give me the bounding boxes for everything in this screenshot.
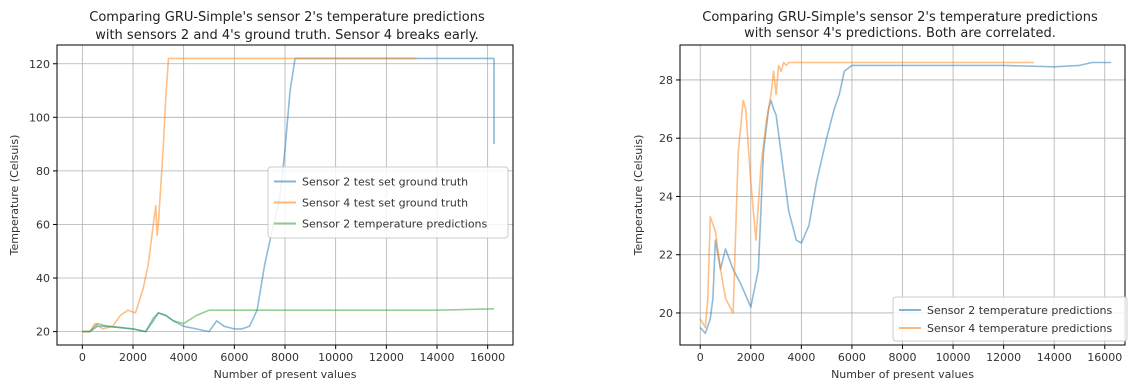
x-tick-label: 0 [79,351,86,364]
x-tick-label: 12000 [369,351,404,364]
y-tick-label: 28 [659,74,673,87]
series-line-2 [699,61,1034,329]
x-tick-label: 8000 [271,351,299,364]
y-tick-label: 26 [659,132,673,145]
x-tick-label: 6000 [838,351,866,364]
chart-title-line: Comparing GRU-Simple's sensor 2's temper… [89,10,485,25]
chart-title-line: Comparing GRU-Simple's sensor 2's temper… [702,10,1098,25]
legend-label: Sensor 4 temperature predictions [927,322,1113,335]
x-tick-label: 16000 [470,351,505,364]
y-tick-label: 20 [659,307,673,320]
y-tick-label: 24 [659,190,673,203]
chart-2: Comparing GRU-Simple's sensor 2's temper… [632,10,1128,381]
x-tick-label: 4000 [170,351,198,364]
y-tick-label: 60 [36,218,50,231]
y-tick-label: 80 [36,165,50,178]
x-tick-label: 12000 [986,351,1021,364]
series-line-3 [82,308,495,333]
y-axis-label: Temperature (Celsuis) [8,135,21,257]
series-line-1 [699,61,1112,335]
x-tick-label: 14000 [420,351,455,364]
y-tick-label: 20 [36,326,50,339]
x-axis-label: Number of present values [831,368,974,381]
x-axis-label: Number of present values [214,368,357,381]
y-tick-label: 100 [29,111,50,124]
x-tick-label: 2000 [737,351,765,364]
y-axis-label: Temperature (Celsuis) [632,135,645,257]
x-tick-label: 0 [697,351,704,364]
x-tick-label: 4000 [787,351,815,364]
legend-box [267,166,509,239]
x-tick-label: 14000 [1037,351,1072,364]
x-tick-label: 16000 [1087,351,1122,364]
legend-box [892,296,1128,342]
x-tick-label: 10000 [318,351,353,364]
chart-title-line: with sensor 4's predictions. Both are co… [744,26,1056,41]
x-tick-label: 10000 [936,351,971,364]
x-tick-label: 8000 [889,351,917,364]
y-tick-label: 22 [659,249,673,262]
legend-label: Sensor 2 temperature predictions [302,218,488,231]
chart-title-line: with sensors 2 and 4's ground truth. Sen… [95,28,479,43]
chart-1: Comparing GRU-Simple's sensor 2's temper… [8,10,514,381]
legend-label: Sensor 4 test set ground truth [302,197,468,210]
legend-label: Sensor 2 test set ground truth [302,176,468,189]
y-tick-label: 120 [29,58,50,71]
legend-label: Sensor 2 temperature predictions [927,304,1113,317]
y-tick-label: 40 [36,272,50,285]
x-tick-label: 6000 [220,351,248,364]
x-tick-label: 2000 [119,351,147,364]
